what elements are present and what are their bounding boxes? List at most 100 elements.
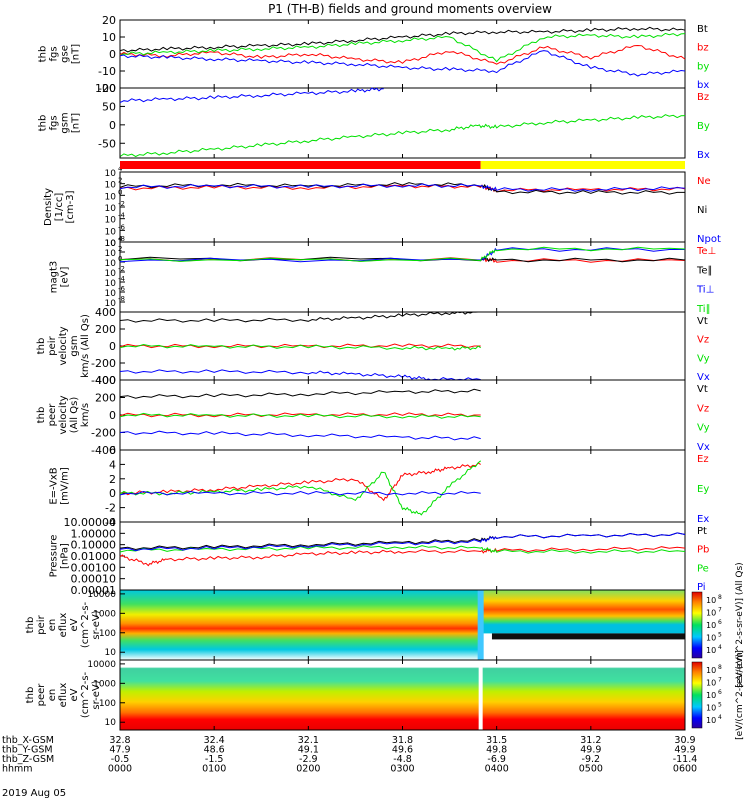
y-tick-label: 2 xyxy=(109,473,116,486)
legend-Vt: Vt xyxy=(697,316,708,327)
y-tick-label: 4 xyxy=(109,458,116,471)
series-line-Pb xyxy=(119,546,686,567)
series-line-Bt xyxy=(119,26,686,53)
ephemeris-value: 32.1 xyxy=(298,735,319,746)
date-label: 2019 Aug 05 xyxy=(2,788,66,799)
y-tick-label: 10 xyxy=(105,259,117,269)
y-tick-exponent: -2 xyxy=(118,265,125,273)
legend-Npot: Npot xyxy=(697,234,721,245)
legend-Ni: Ni xyxy=(697,205,707,216)
y-axis-label-line: km/s (All Qs) xyxy=(80,314,91,378)
y-axis-label-line: fgs xyxy=(49,115,60,130)
y-tick-label: 10 xyxy=(105,269,117,279)
ephemeris-value: 30.9 xyxy=(674,735,695,746)
panel-frame xyxy=(119,171,686,243)
y-tick-label: 0.00001 xyxy=(71,584,117,597)
y-tick-label: -400 xyxy=(91,374,116,387)
ephemeris-table: thb_X-GSM 32.8 32.4 32.1 31.8 31.5 31.2 30.9 thb… xyxy=(2,735,697,775)
legend-Te∥: Te∥ xyxy=(696,265,713,276)
series-line-Ez xyxy=(119,462,481,502)
mode-bar-segment xyxy=(480,161,685,169)
colorbar-tick-exponent: 6 xyxy=(718,619,722,626)
ephemeris-value: -0.5 xyxy=(111,754,130,765)
y-tick-label: 10 xyxy=(105,249,117,259)
y-tick-label: 1.00000 xyxy=(71,527,117,540)
y-tick-label: 1000 xyxy=(93,609,116,619)
colorbar-tick-label: 10 xyxy=(706,691,716,700)
y-tick-label: -10 xyxy=(98,65,116,78)
y-tick-exponent: -4 xyxy=(118,212,126,220)
y-tick-exponent: 4 xyxy=(118,235,123,243)
panel-frame xyxy=(119,241,686,313)
legend-Ti⊥: Ti⊥ xyxy=(696,285,714,296)
ephemeris-value: -9.2 xyxy=(582,754,601,765)
ephemeris-value: 31.8 xyxy=(392,735,413,746)
colorbar-tick-exponent: 4 xyxy=(718,644,722,651)
y-tick-exponent: -6 xyxy=(118,223,126,231)
y-axis-label-line: peer xyxy=(36,683,47,707)
panel-frame xyxy=(119,521,686,591)
colorbar xyxy=(691,591,703,659)
y-tick-exponent: 2 xyxy=(118,177,122,185)
y-tick-label: 100 xyxy=(99,699,116,709)
legend-by: by xyxy=(697,61,709,72)
ephemeris-value: 0400 xyxy=(485,764,509,775)
y-tick-label: 10 xyxy=(105,289,117,299)
y-tick-label: 400 xyxy=(95,374,116,387)
y-tick-label: 10 xyxy=(105,299,117,309)
colorbar-tick-label: 10 xyxy=(706,704,716,713)
y-tick-label: 50 xyxy=(102,100,116,113)
y-axis-label-line: magt3 xyxy=(49,261,60,294)
y-tick-label: -400 xyxy=(91,444,116,457)
legend-Vt: Vt xyxy=(697,384,708,395)
legend-Ti∥: Ti∥ xyxy=(696,304,711,315)
y-tick-label: 0.00100 xyxy=(71,561,117,574)
y-tick-label: 10 xyxy=(105,239,117,249)
panel-efield: 64 20 -2-4 Ez Ey Ex E=-VxB [mV/m] xyxy=(49,444,710,529)
y-axis-label-line: thb xyxy=(36,338,47,355)
y-tick-label: 20 xyxy=(102,14,116,27)
legend-By: By xyxy=(697,121,710,132)
y-axis-label-line: [eV] xyxy=(60,267,71,288)
panel-pressure: 10.000001.000000.100000.010000.001000.00… xyxy=(49,516,710,597)
y-tick-label: 0 xyxy=(109,48,116,61)
colorbar-tick-exponent: 6 xyxy=(718,689,722,696)
y-tick-exponent: -2 xyxy=(118,200,125,208)
y-tick-label: 10.00000 xyxy=(64,516,117,529)
y-axis-label-line: eflux xyxy=(58,683,69,708)
ephemeris-value: 49.8 xyxy=(486,745,507,756)
y-tick-label: 10 xyxy=(105,718,117,728)
series-line-Vz xyxy=(119,343,481,349)
y-tick-label: 10 xyxy=(102,31,116,44)
y-axis-label-line: eV xyxy=(69,618,80,631)
series-line-Bx xyxy=(119,87,384,104)
y-tick-label: 0.01000 xyxy=(71,550,117,563)
panel-density: 10410210010-210-410-610-8NeNiNpotDensity… xyxy=(43,165,721,249)
legend-Ex: Ex xyxy=(697,514,709,525)
y-tick-label: 10 xyxy=(105,216,117,226)
spectrogram-before xyxy=(120,590,481,660)
spectrogram-dark-band xyxy=(491,633,685,640)
colorbar-tick-exponent: 7 xyxy=(718,677,722,684)
colorbar-tick-label: 10 xyxy=(706,666,716,675)
y-tick-label: 10 xyxy=(105,204,117,214)
legend-Vy: Vy xyxy=(697,423,710,434)
y-tick-label: 10 xyxy=(105,181,117,191)
y-axis-label-line: gse xyxy=(60,45,71,63)
y-axis-label-line: Pressure xyxy=(49,535,60,578)
y-tick-label: 10000 xyxy=(87,660,116,670)
legend-Bt: Bt xyxy=(697,24,708,35)
y-axis-label-line: km/s xyxy=(80,403,91,427)
ephemeris-row-label: thb_X-GSM xyxy=(2,735,54,746)
colorbar-tick-exponent: 7 xyxy=(718,607,722,614)
colorbar xyxy=(691,661,703,729)
y-axis-label-line: E=-VxB xyxy=(49,467,60,504)
panel-frame xyxy=(119,449,686,523)
legend-Vz: Vz xyxy=(697,335,709,346)
colorbar-tick-label: 10 xyxy=(706,621,716,630)
